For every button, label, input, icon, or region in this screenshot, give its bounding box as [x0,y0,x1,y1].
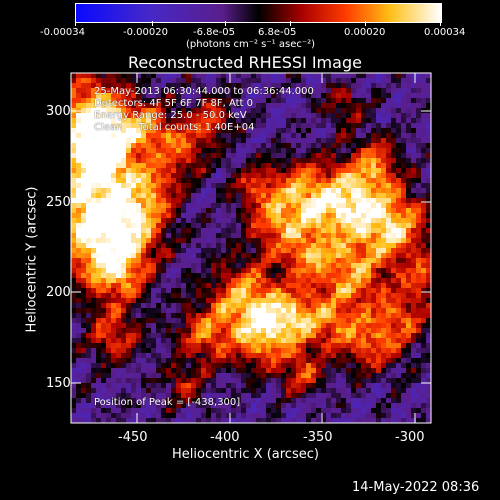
plot-title: Reconstructed RHESSI Image [128,53,362,72]
overlay-detectors: Detectors: 4F 5F 6F 7F 8F, Att 0 [94,98,254,109]
colorbar-tick-mark [225,21,226,26]
x-tick-label-3: -350 [303,430,333,445]
colorbar-tick-mark [440,21,441,26]
y-tick-label-1: 300 [46,104,71,119]
colorbar-tick-mark [152,21,153,26]
colorbar-tick-1: -0.00034 [40,27,85,38]
overlay-clean-counts: Clean Total counts: 1.40E+04 [94,122,255,133]
x-tick-label-4: -300 [395,430,425,445]
colorbar-tick-mark [365,21,366,26]
colorbar-units: (photons cm⁻² s⁻¹ asec⁻²) [186,39,316,50]
colorbar-tick-5: 0.00020 [344,27,386,38]
x-tick-label-1: -450 [118,430,148,445]
colorbar-tick-3: -6.8e-05 [193,27,235,38]
colorbar-tick-2: -0.00020 [123,27,168,38]
x-axis-label: Heliocentric X (arcsec) [172,447,319,462]
y-tick-label-2: 250 [46,195,71,210]
y-tick-label-4: 150 [46,376,71,391]
overlay-time-range: 25-May-2013 06:30:44.000 to 06:36:44.000 [94,86,314,97]
x-tick-label-2: -400 [210,430,240,445]
overlay-peak-position: Position of Peak = [-438,300] [94,397,241,408]
plot-timestamp: 14-May-2022 08:36 [352,480,480,495]
overlay-energy-range: Energy Range: 25.0 - 50.0 keV [94,110,247,121]
colorbar-tick-mark [75,21,76,26]
y-tick-label-3: 200 [46,285,71,300]
colorbar [75,3,442,23]
y-axis-label: Heliocentric Y (arcsec) [24,186,40,333]
colorbar-tick-4: 6.8e-05 [258,27,297,38]
colorbar-tick-mark [290,21,291,26]
colorbar-tick-6: 0.00034 [424,27,466,38]
